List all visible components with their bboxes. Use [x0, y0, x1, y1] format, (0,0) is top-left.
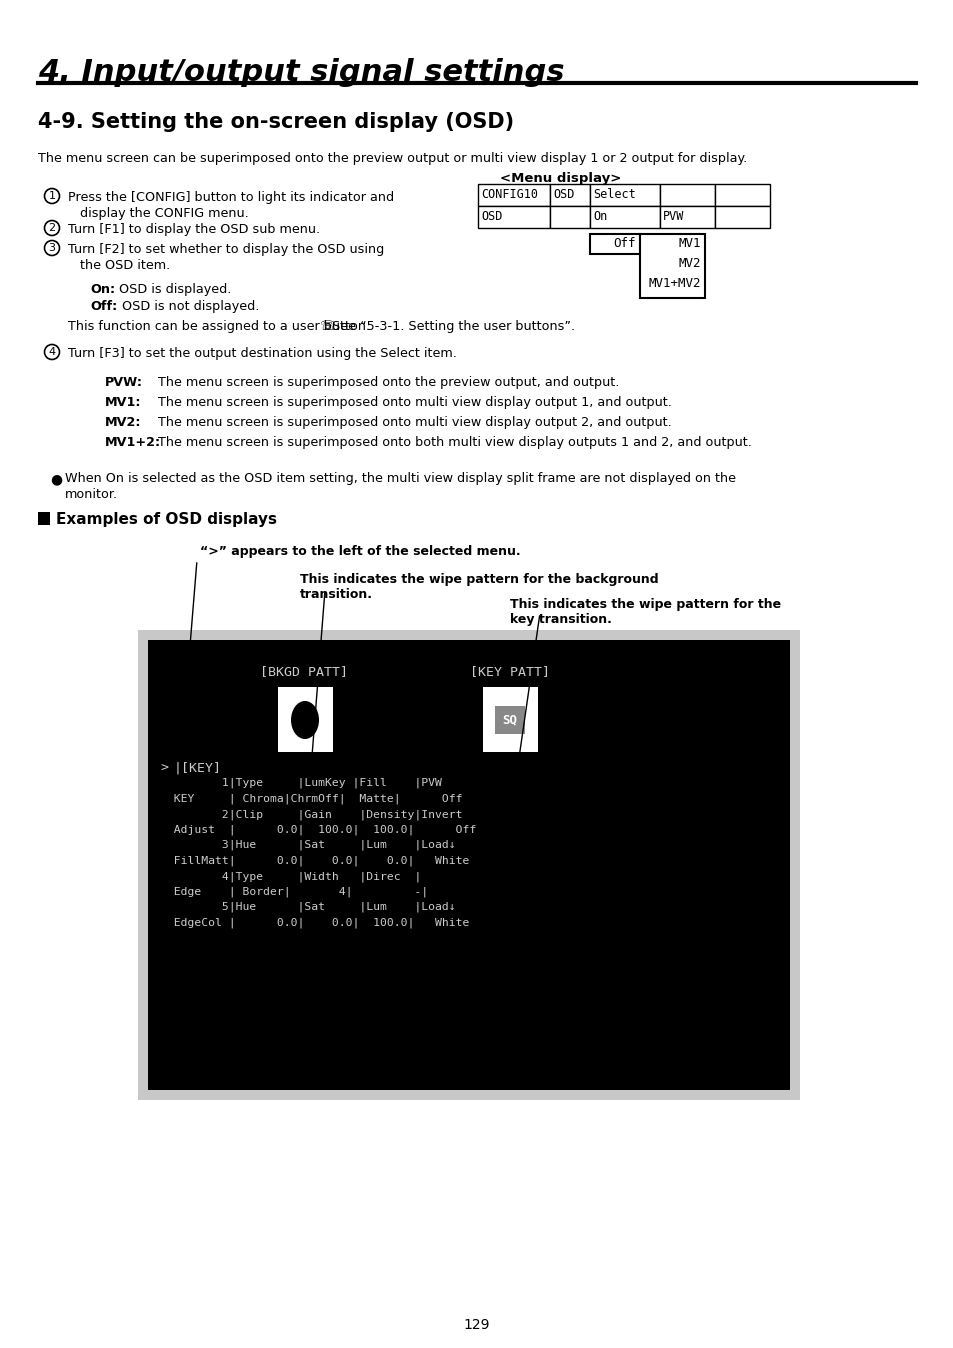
Text: MV1: MV1 — [678, 237, 700, 249]
Text: The menu screen can be superimposed onto the preview output or multi view displa: The menu screen can be superimposed onto… — [38, 152, 746, 164]
Bar — [550, 206, 589, 228]
Text: OSD is displayed.: OSD is displayed. — [115, 283, 232, 297]
Text: 3: 3 — [49, 243, 55, 253]
Text: MV1+2:: MV1+2: — [105, 435, 161, 449]
Text: CONFIG10: CONFIG10 — [480, 187, 537, 201]
Bar — [659, 183, 714, 206]
Text: transition.: transition. — [299, 588, 373, 601]
Text: [BKGD PATT]: [BKGD PATT] — [260, 665, 348, 678]
Text: This indicates the wipe pattern for the: This indicates the wipe pattern for the — [510, 599, 781, 611]
Text: <Menu display>: <Menu display> — [499, 173, 620, 185]
Circle shape — [45, 345, 59, 360]
Text: The menu screen is superimposed onto the preview output, and output.: The menu screen is superimposed onto the… — [158, 376, 618, 390]
Text: 129: 129 — [463, 1318, 490, 1332]
Text: The menu screen is superimposed onto both multi view display outputs 1 and 2, an: The menu screen is superimposed onto bot… — [158, 435, 751, 449]
Text: Adjust  |      0.0|  100.0|  100.0|      Off: Adjust | 0.0| 100.0| 100.0| Off — [160, 825, 476, 834]
Text: display the CONFIG menu.: display the CONFIG menu. — [80, 208, 249, 220]
Bar — [477, 206, 550, 228]
Text: This indicates the wipe pattern for the background: This indicates the wipe pattern for the … — [299, 573, 658, 586]
Text: The menu screen is superimposed onto multi view display output 2, and output.: The menu screen is superimposed onto mul… — [158, 417, 671, 429]
Text: 4. Input/output signal settings: 4. Input/output signal settings — [38, 58, 564, 88]
Text: Press the [CONFIG] button to light its indicator and: Press the [CONFIG] button to light its i… — [68, 191, 394, 204]
Bar — [659, 206, 714, 228]
Text: FillMatt|      0.0|    0.0|    0.0|   White: FillMatt| 0.0| 0.0| 0.0| White — [160, 856, 469, 865]
Text: 3|Hue      |Sat     |Lum    |Load↓: 3|Hue |Sat |Lum |Load↓ — [160, 840, 456, 851]
Text: SQ: SQ — [502, 713, 517, 727]
Text: This function can be assigned to a user button.: This function can be assigned to a user … — [68, 319, 370, 333]
Text: the OSD item.: the OSD item. — [80, 259, 170, 272]
Text: 5|Hue      |Sat     |Lum    |Load↓: 5|Hue |Sat |Lum |Load↓ — [160, 902, 456, 913]
Text: Off:: Off: — [90, 301, 117, 313]
Text: “>” appears to the left of the selected menu.: “>” appears to the left of the selected … — [200, 545, 520, 558]
Text: The menu screen is superimposed onto multi view display output 1, and output.: The menu screen is superimposed onto mul… — [158, 396, 671, 408]
Text: Select: Select — [593, 187, 635, 201]
Text: 1|Type     |LumKey |Fill    |PVW: 1|Type |LumKey |Fill |PVW — [160, 778, 441, 789]
Bar — [589, 235, 639, 253]
Bar — [277, 687, 333, 752]
Text: EdgeCol |      0.0|    0.0|  100.0|   White: EdgeCol | 0.0| 0.0| 100.0| White — [160, 918, 469, 927]
Text: KEY     | Chroma|ChrmOff|  Matte|      Off: KEY | Chroma|ChrmOff| Matte| Off — [160, 794, 462, 803]
Ellipse shape — [291, 701, 318, 739]
Text: Turn [F3] to set the output destination using the Select item.: Turn [F3] to set the output destination … — [68, 346, 456, 360]
Text: Examples of OSD displays: Examples of OSD displays — [56, 512, 276, 527]
Text: [KEY PATT]: [KEY PATT] — [470, 665, 550, 678]
Bar — [639, 235, 704, 298]
Circle shape — [45, 221, 59, 236]
Text: Edge    | Border|       4|         -|: Edge | Border| 4| -| — [160, 887, 428, 896]
Bar — [138, 630, 800, 1100]
Bar — [589, 206, 659, 228]
Text: OSD: OSD — [480, 210, 502, 222]
Text: ●: ● — [50, 472, 62, 487]
Text: 4|Type     |Width   |Direc  |: 4|Type |Width |Direc | — [160, 871, 421, 882]
Text: key transition.: key transition. — [510, 613, 611, 625]
Bar — [38, 512, 50, 524]
Circle shape — [45, 240, 59, 256]
Circle shape — [45, 189, 59, 204]
Text: When On is selected as the OSD item setting, the multi view display split frame : When On is selected as the OSD item sett… — [65, 472, 735, 485]
Bar — [477, 183, 550, 206]
Text: MV2:: MV2: — [105, 417, 141, 429]
Text: On: On — [593, 210, 607, 222]
Text: monitor.: monitor. — [65, 488, 118, 501]
Text: |[KEY]: |[KEY] — [173, 762, 222, 775]
Text: On:: On: — [90, 283, 115, 297]
Bar — [589, 183, 659, 206]
Text: See “5-3-1. Setting the user buttons”.: See “5-3-1. Setting the user buttons”. — [332, 319, 575, 333]
Bar — [714, 183, 769, 206]
Text: MV1+MV2: MV1+MV2 — [648, 276, 700, 290]
Text: 2|Clip     |Gain    |Density|Invert: 2|Clip |Gain |Density|Invert — [160, 809, 462, 820]
Text: Turn [F1] to display the OSD sub menu.: Turn [F1] to display the OSD sub menu. — [68, 222, 320, 236]
Text: PVW: PVW — [662, 210, 683, 222]
Bar — [148, 640, 789, 1091]
Text: 4-9. Setting the on-screen display (OSD): 4-9. Setting the on-screen display (OSD) — [38, 112, 514, 132]
Text: 1: 1 — [49, 191, 55, 201]
Text: 4: 4 — [49, 346, 55, 357]
Text: ☏: ☏ — [319, 319, 335, 333]
Text: >: > — [160, 762, 168, 775]
Bar — [482, 687, 537, 752]
Bar — [495, 706, 524, 735]
Bar — [714, 206, 769, 228]
Text: OSD is not displayed.: OSD is not displayed. — [118, 301, 259, 313]
Text: Turn [F2] to set whether to display the OSD using: Turn [F2] to set whether to display the … — [68, 243, 384, 256]
Text: PVW:: PVW: — [105, 376, 143, 390]
Text: Off: Off — [613, 237, 636, 249]
Text: MV2: MV2 — [678, 257, 700, 270]
Bar — [550, 183, 589, 206]
Text: OSD: OSD — [553, 187, 574, 201]
Text: MV1:: MV1: — [105, 396, 141, 408]
Text: 2: 2 — [49, 222, 55, 233]
